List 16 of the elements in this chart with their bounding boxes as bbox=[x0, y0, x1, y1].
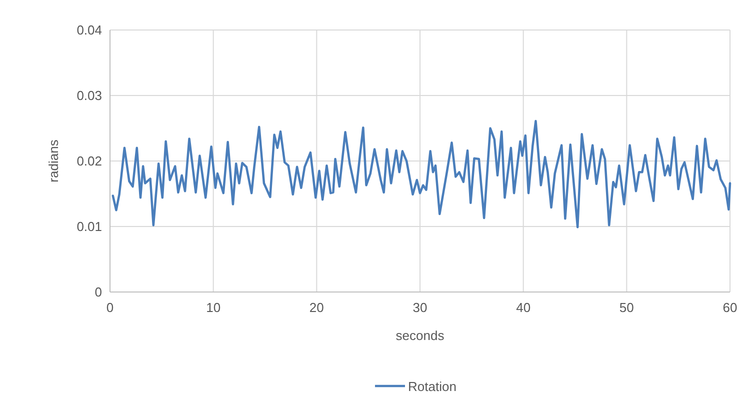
legend-label: Rotation bbox=[408, 379, 456, 394]
x-tick-label: 0 bbox=[106, 300, 114, 315]
x-axis-title: seconds bbox=[396, 328, 445, 343]
x-tick-label: 60 bbox=[722, 300, 738, 315]
y-tick-label: 0.03 bbox=[76, 88, 102, 104]
y-tick-label: 0 bbox=[94, 284, 102, 300]
x-tick-label: 10 bbox=[206, 300, 221, 315]
y-tick-label: 0.01 bbox=[76, 219, 102, 234]
y-tick-label: 0.04 bbox=[76, 22, 102, 38]
y-tick-label: 0.02 bbox=[76, 154, 102, 169]
x-tick-label: 30 bbox=[412, 300, 428, 315]
x-tick-label: 20 bbox=[309, 300, 324, 315]
x-tick-label: 50 bbox=[619, 300, 634, 315]
x-tick-label: 40 bbox=[516, 300, 531, 315]
line-series bbox=[112, 120, 732, 228]
y-axis-title: radians bbox=[46, 139, 61, 182]
